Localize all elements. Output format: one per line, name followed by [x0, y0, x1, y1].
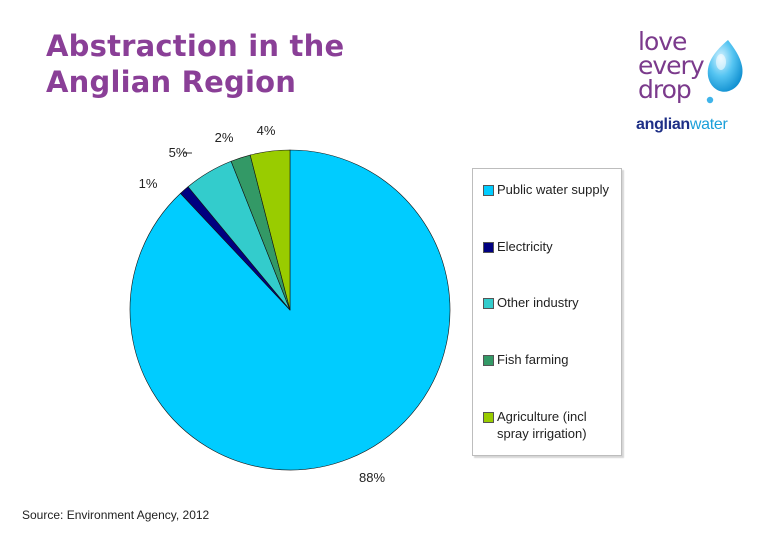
legend-swatch-fish-farming: [483, 355, 494, 366]
water-drop-icon: [706, 40, 743, 104]
page-title: Abstraction in the Anglian Region: [46, 28, 344, 100]
logo-line-every: every: [638, 51, 705, 80]
title-line-2: Anglian Region: [46, 65, 297, 99]
slice-label-fish-farming: 2%: [215, 130, 234, 145]
logo-brand: anglianwater: [636, 116, 728, 134]
source-note: Source: Environment Agency, 2012: [22, 508, 210, 522]
slice-label-public-water-supply: 88%: [359, 470, 385, 485]
pie-slice-agriculture: [249, 149, 291, 311]
logo-brand-water: water: [689, 116, 728, 133]
legend-label: Electricity: [497, 239, 553, 254]
legend-label: Agriculture (incl spray irrigation): [497, 409, 587, 441]
legend-swatch-public-water-supply: [483, 185, 494, 196]
anglian-water-logo: love every drop anglianwater: [632, 27, 752, 140]
chart-legend: Public water supply Electricity Other in…: [472, 168, 622, 456]
slice-label-other-industry: 5%: [169, 145, 188, 160]
slice-label-electricity: 1%: [139, 176, 158, 191]
legend-swatch-agriculture: [483, 412, 494, 423]
legend-label: Fish farming: [497, 352, 569, 367]
legend-swatch-other-industry: [483, 298, 494, 309]
title-line-1: Abstraction in the: [46, 29, 345, 63]
legend-label: Other industry: [497, 295, 579, 310]
logo-slogan: love every drop: [638, 27, 705, 104]
logo-brand-anglian: anglian: [636, 116, 690, 133]
logo-line-love: love: [638, 27, 687, 56]
legend-swatch-electricity: [483, 242, 494, 253]
logo-line-drop: drop: [638, 75, 692, 104]
slice-label-agriculture: 4%: [257, 123, 276, 138]
legend-label: Public water supply: [497, 182, 609, 197]
